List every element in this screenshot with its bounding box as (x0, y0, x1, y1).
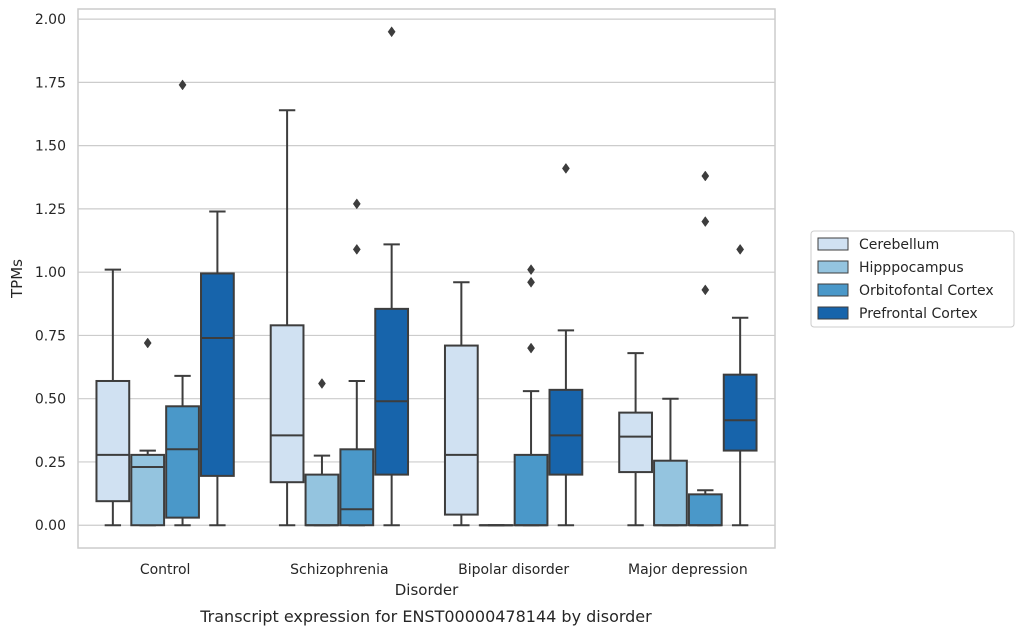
iqr-box (269, 324, 305, 484)
legend-label: Hipppocampus (859, 260, 964, 276)
y-tick-label: 0.25 (35, 455, 66, 471)
outlier-point (527, 342, 535, 354)
y-axis-title: TPMs (8, 259, 26, 299)
outlier-point (178, 79, 187, 91)
box-orbitofontal-cortex (165, 79, 200, 527)
box-cerebellum (269, 109, 305, 527)
y-tick-label: 1.75 (35, 75, 66, 91)
outlier-point (701, 170, 710, 182)
iqr-box (443, 344, 479, 516)
iqr-box (513, 453, 549, 527)
box-hipppocampus (130, 337, 166, 527)
y-tick-label: 0.75 (35, 328, 66, 344)
iqr-box (95, 379, 131, 503)
outlier-point (527, 276, 535, 288)
outlier-point (352, 198, 361, 210)
box-hipppocampus (304, 378, 340, 527)
x-tick-label: Schizophrenia (290, 562, 388, 578)
y-tick-label: 2.00 (35, 12, 66, 28)
chart-caption: Transcript expression for ENST0000047814… (199, 607, 652, 626)
outlier-point (352, 243, 361, 255)
legend-label: Prefrontal Cortex (859, 306, 978, 322)
iqr-box (653, 459, 688, 527)
y-tick-label: 0.00 (35, 518, 66, 534)
outlier-point (387, 26, 396, 38)
box-cerebellum (95, 268, 131, 527)
iqr-box (339, 448, 375, 527)
legend-label: Cerebellum (859, 237, 939, 253)
box-cerebellum (443, 281, 479, 527)
outlier-point (143, 337, 152, 349)
box-orbitofontal-cortex (339, 198, 375, 527)
outlier-point (701, 284, 710, 296)
box-prefrontal-cortex (722, 243, 758, 527)
x-axis-title: Disorder (395, 581, 459, 599)
outlier-point (527, 264, 535, 276)
iqr-box (304, 473, 340, 527)
box-cerebellum (618, 352, 653, 527)
outlier-point (318, 378, 326, 389)
legend-label: Orbitofontal Cortex (859, 283, 994, 299)
box-prefrontal-cortex (548, 162, 584, 527)
x-tick-label: Control (140, 562, 191, 578)
x-tick-labels: Control Schizophrenia Bipolar disorder Majo… (140, 562, 748, 578)
iqr-box (687, 493, 723, 527)
iqr-box (618, 411, 653, 474)
box-hipppocampus (653, 397, 688, 527)
iqr-box (130, 453, 166, 527)
outlier-point (701, 216, 710, 227)
y-tick-label: 1.50 (35, 139, 66, 155)
legend: Cerebellum Hipppocampus Orbitofontal Corte… (810, 230, 1015, 328)
y-tick-labels: 0.00 0.25 0.50 0.75 1.00 1.25 1.50 1.75 2.00 (35, 12, 66, 534)
iqr-box (200, 272, 235, 477)
legend-swatch (817, 260, 849, 274)
legend-swatch (817, 306, 849, 320)
legend-swatch (817, 237, 849, 251)
box-orbitofontal-cortex (687, 170, 723, 527)
legend-frame (810, 230, 1015, 328)
outlier-point (561, 162, 570, 174)
y-tick-label: 1.25 (35, 202, 66, 218)
iqr-box (548, 388, 584, 476)
y-tick-label: 0.50 (35, 392, 66, 408)
box-layer (95, 26, 758, 527)
iqr-box (722, 373, 758, 452)
box-prefrontal-cortex (200, 210, 235, 527)
y-tick-label: 1.00 (35, 265, 66, 281)
iqr-box (374, 307, 410, 476)
legend-swatch (817, 283, 849, 297)
outlier-point (736, 243, 745, 255)
plot-frame (77, 8, 776, 549)
x-tick-label: Major depression (628, 562, 748, 578)
box-orbitofontal-cortex (513, 264, 549, 527)
iqr-box (165, 405, 200, 519)
box-prefrontal-cortex (374, 26, 410, 527)
x-tick-label: Bipolar disorder (458, 562, 569, 578)
